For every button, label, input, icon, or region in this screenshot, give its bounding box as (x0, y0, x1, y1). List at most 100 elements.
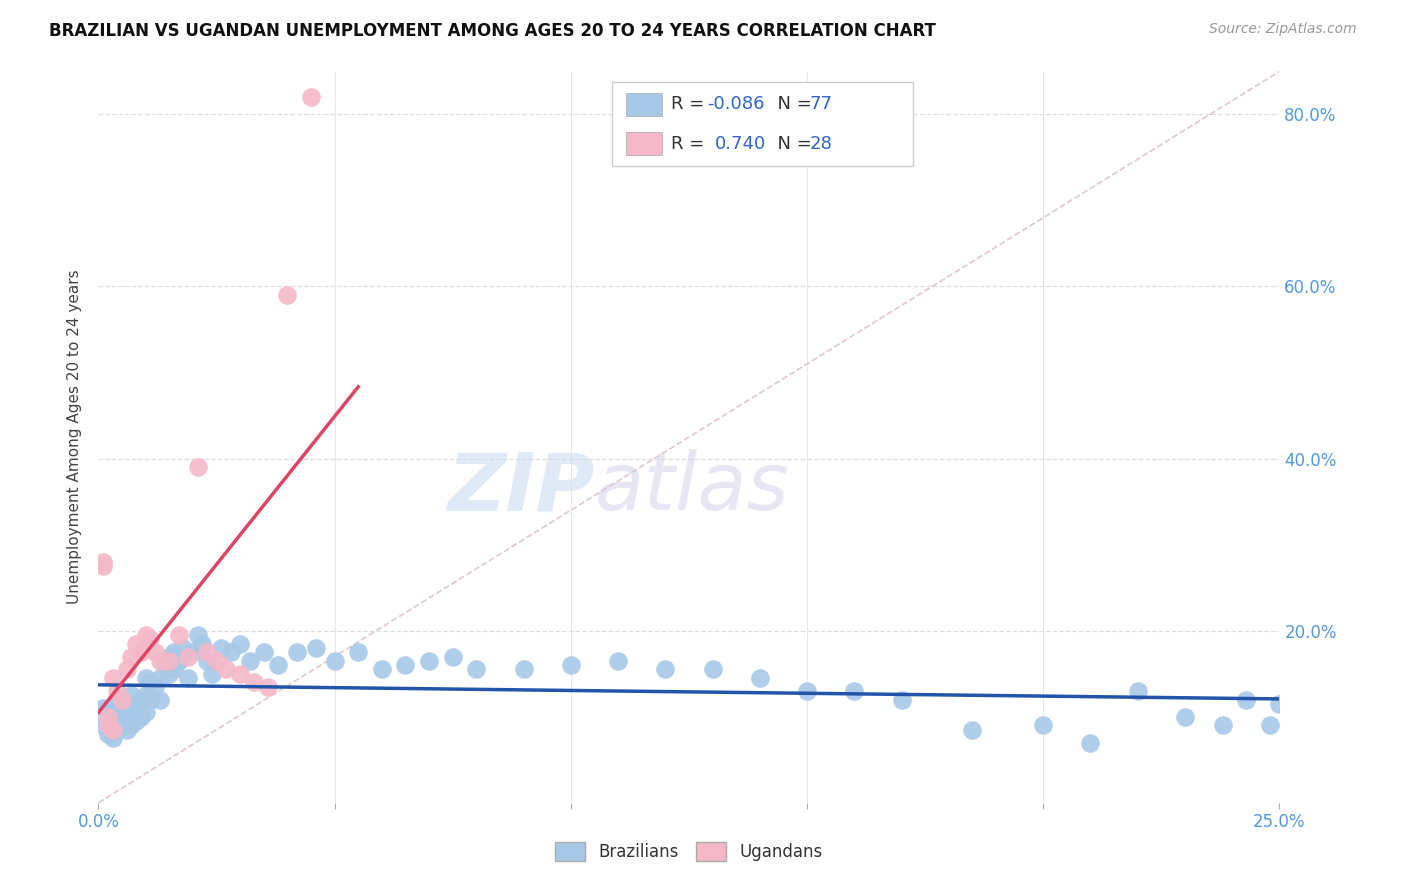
Point (1080, 735, 1102, 749)
Point (243, 675, 266, 690)
Point (143, 645, 166, 659)
Point (1234, 692, 1257, 706)
Text: R =: R = (671, 135, 710, 153)
Point (654, 662, 676, 676)
Point (239, 654, 262, 668)
Text: atlas: atlas (595, 450, 789, 527)
Point (163, 662, 186, 676)
Point (1268, 697, 1291, 711)
FancyBboxPatch shape (626, 132, 662, 155)
Point (139, 692, 162, 706)
Point (101, 671, 124, 685)
Point (157, 654, 180, 668)
Point (187, 628, 209, 642)
Point (129, 645, 152, 659)
Point (135, 671, 157, 685)
Point (229, 666, 252, 681)
Point (139, 675, 162, 690)
Point (167, 628, 190, 642)
Point (91, 555, 114, 569)
Point (181, 645, 204, 659)
Point (129, 710, 152, 724)
Point (201, 666, 224, 681)
Point (101, 731, 124, 746)
Point (323, 654, 346, 668)
Point (91, 718, 114, 732)
Text: N =: N = (766, 135, 817, 153)
Point (125, 701, 148, 715)
Point (111, 692, 134, 706)
Point (121, 718, 143, 732)
Point (299, 90, 322, 104)
Point (394, 658, 416, 673)
Point (97, 710, 120, 724)
Point (121, 649, 143, 664)
Point (195, 654, 218, 668)
Text: 28: 28 (810, 135, 832, 153)
Point (371, 662, 394, 676)
Point (101, 701, 124, 715)
Point (105, 697, 128, 711)
Point (115, 662, 138, 676)
Point (149, 654, 172, 668)
Point (347, 645, 370, 659)
Point (105, 723, 128, 737)
FancyBboxPatch shape (626, 93, 662, 116)
Text: ZIP: ZIP (447, 450, 595, 527)
Point (105, 710, 128, 724)
Point (191, 637, 214, 651)
Point (149, 692, 172, 706)
Point (129, 692, 152, 706)
Point (276, 288, 298, 302)
Point (890, 692, 912, 706)
Point (844, 684, 866, 698)
Point (257, 680, 280, 694)
Point (153, 658, 176, 673)
Point (111, 706, 134, 720)
Point (111, 718, 134, 732)
Point (607, 654, 630, 668)
Point (177, 649, 200, 664)
Point (229, 637, 252, 651)
Point (143, 680, 166, 694)
Point (135, 628, 157, 642)
Point (205, 654, 228, 668)
Point (441, 649, 464, 664)
Point (157, 666, 180, 681)
Point (97, 718, 120, 732)
Point (121, 688, 143, 702)
Point (209, 640, 232, 655)
Text: -0.086: -0.086 (707, 95, 763, 113)
Point (187, 460, 209, 475)
Point (115, 710, 138, 724)
Point (135, 706, 157, 720)
Point (101, 714, 124, 728)
Point (101, 723, 124, 737)
Point (305, 640, 328, 655)
Y-axis label: Unemployment Among Ages 20 to 24 years: Unemployment Among Ages 20 to 24 years (67, 269, 83, 605)
Point (465, 662, 488, 676)
Point (215, 662, 238, 676)
Text: 77: 77 (810, 95, 832, 113)
Point (962, 723, 984, 737)
Point (172, 640, 194, 655)
Point (1258, 718, 1281, 732)
Text: R =: R = (671, 95, 710, 113)
FancyBboxPatch shape (612, 82, 914, 167)
Point (167, 654, 190, 668)
Point (149, 671, 172, 685)
Point (285, 645, 308, 659)
Point (253, 645, 276, 659)
Point (267, 658, 290, 673)
Point (115, 723, 138, 737)
Point (125, 637, 148, 651)
Point (560, 658, 582, 673)
Point (115, 697, 138, 711)
Point (702, 662, 724, 676)
Point (177, 671, 200, 685)
Point (97, 727, 120, 741)
Text: 0.740: 0.740 (714, 135, 766, 153)
Point (512, 662, 534, 676)
Point (1174, 710, 1197, 724)
Point (97, 710, 120, 724)
